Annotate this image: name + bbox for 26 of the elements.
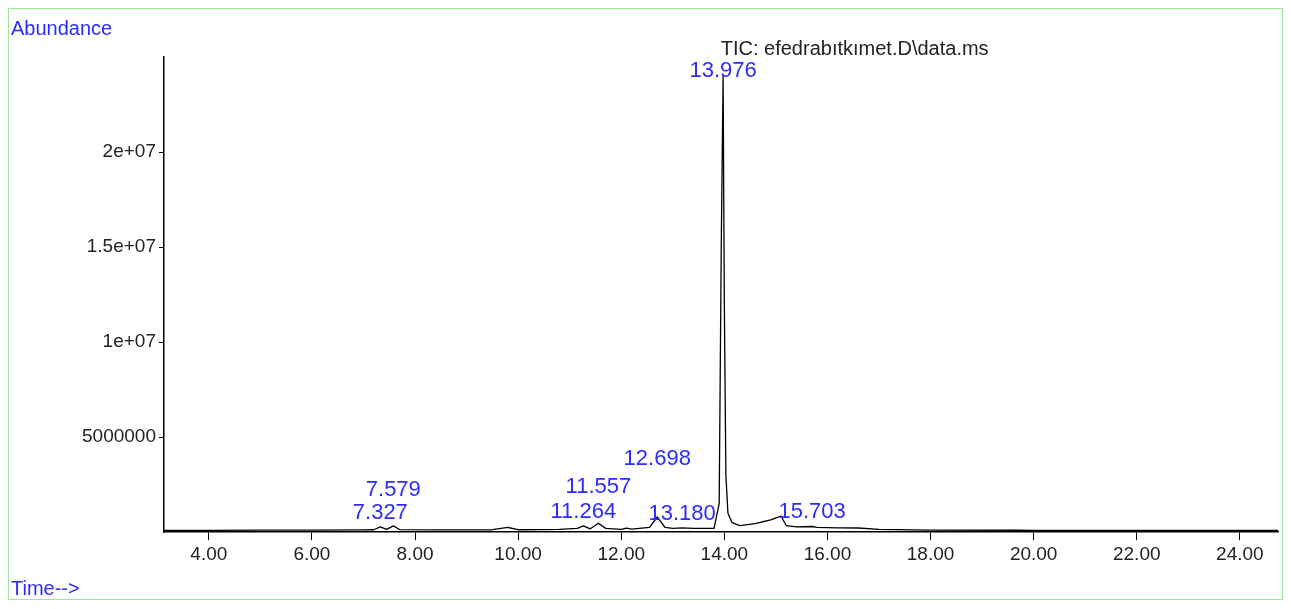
annotation: 11.264 [550,497,617,523]
annotation: 7.327 [352,498,408,524]
annotation: 11.557 [565,473,632,499]
x-tick-label: 16.00 [803,542,852,564]
annotation: 13.976 [689,57,757,82]
y-tick-label: 5000000 [82,425,156,447]
x-tick-label: 22.00 [1112,542,1161,564]
x-tick-label: 14.00 [700,542,749,564]
x-tick-label: 8.00 [396,542,434,564]
y-tick-label: 1e+07 [102,330,156,352]
annotation: 7.579 [365,475,421,501]
annotation: 15.703 [778,498,846,524]
y-axis-title: Abundance [11,17,113,39]
y-tick-label: 1.5e+07 [86,235,156,257]
x-axis-title: Time--> [11,577,80,599]
x-tick-label: 18.00 [906,542,955,564]
chart-title: TIC: efedrabıtkımet.D\data.ms [720,37,989,59]
x-tick-label: 6.00 [293,542,331,564]
y-tick-label: 2e+07 [102,140,156,162]
x-tick-label: 4.00 [190,542,228,564]
annotation: 12.698 [623,444,691,470]
x-tick-label: 12.00 [597,542,646,564]
x-tick-label: 10.00 [494,542,542,564]
x-tick-label: 20.00 [1009,542,1058,564]
x-tick-label: 24.00 [1216,542,1264,564]
annotation: 13.180 [648,499,716,525]
